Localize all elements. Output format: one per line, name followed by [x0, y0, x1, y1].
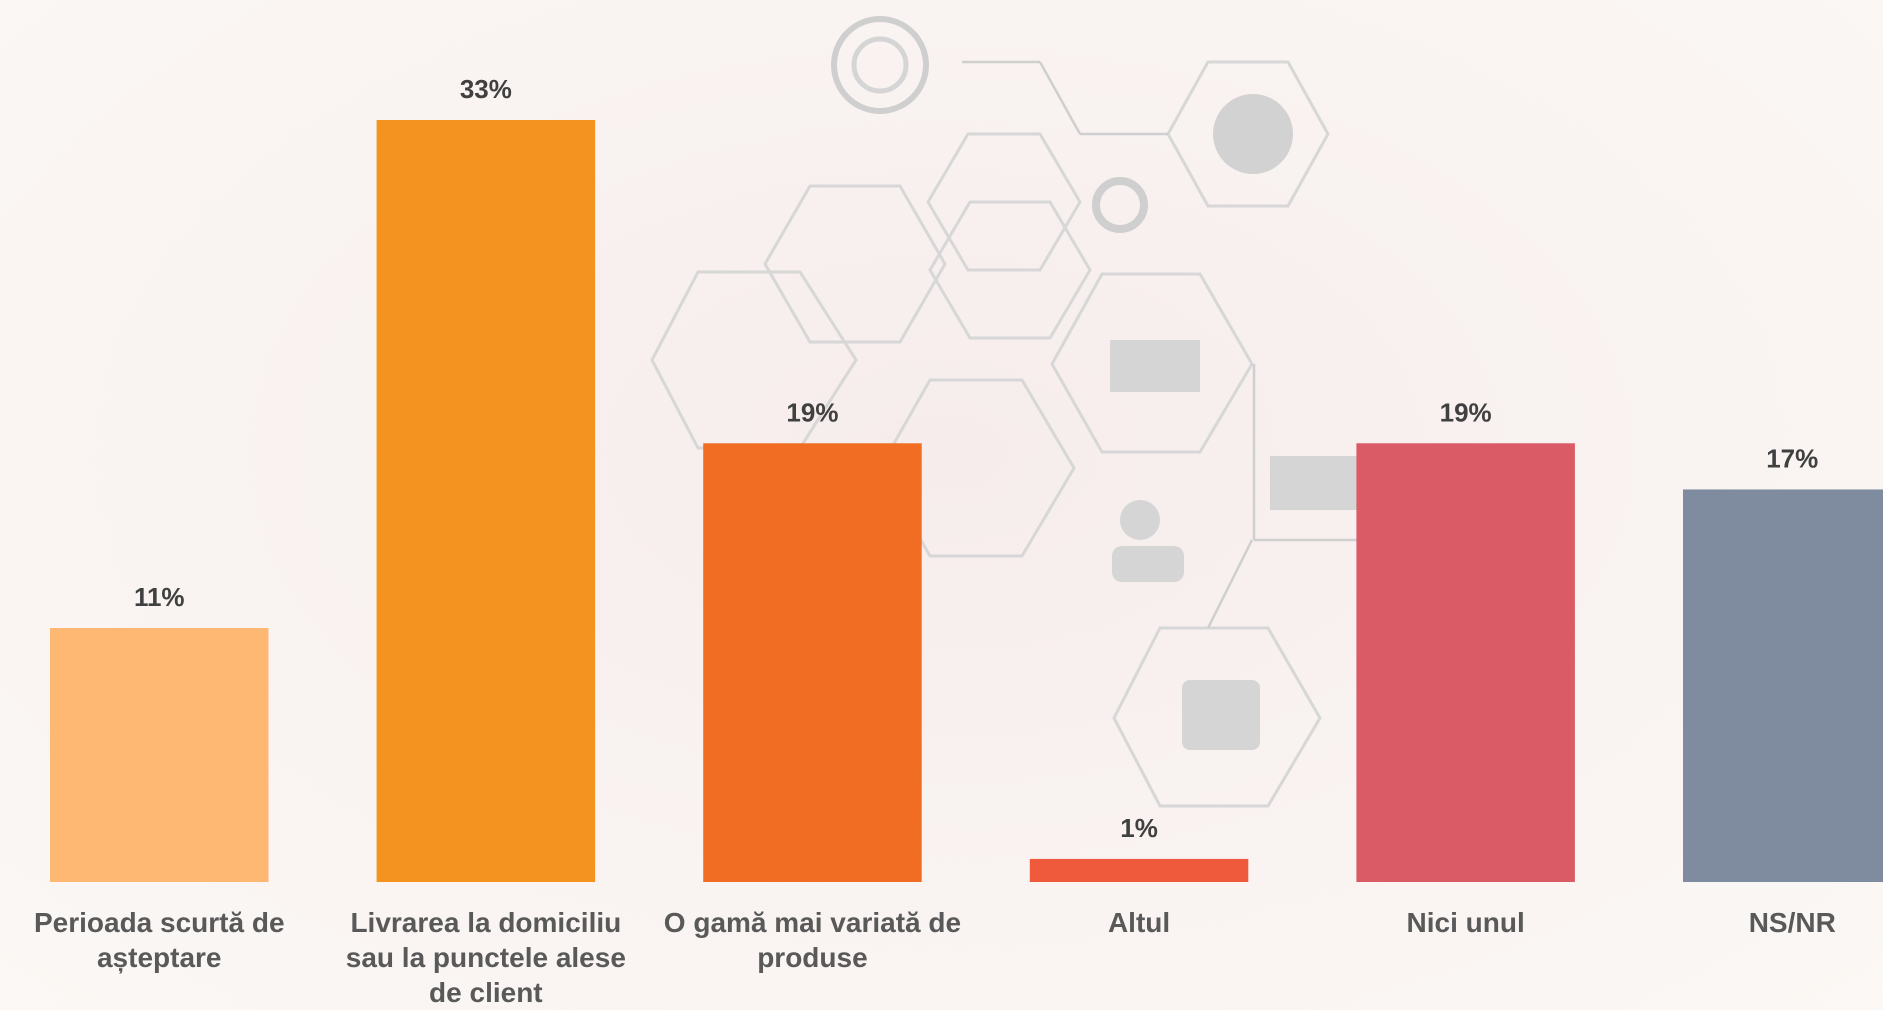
value-label: 19%: [786, 397, 838, 427]
value-label: 11%: [134, 582, 185, 612]
category-label: Nici unul: [1316, 905, 1616, 940]
bar: [377, 120, 595, 882]
category-label: NS/NR: [1642, 905, 1883, 940]
category-label: O gamă mai variată de produse: [662, 905, 962, 975]
bar: [1030, 859, 1249, 882]
value-label: 1%: [1120, 813, 1158, 843]
category-label: Livrarea la domiciliu sau la punctele al…: [336, 905, 636, 1010]
bar: [50, 628, 269, 882]
value-label: 17%: [1766, 443, 1818, 473]
value-label: 33%: [460, 74, 512, 104]
page: 11%33%19%1%19%17% (() => { const data = …: [0, 0, 1883, 1006]
bar: [703, 443, 922, 882]
bar: [1356, 443, 1575, 882]
bar: [1683, 489, 1883, 882]
value-label: 19%: [1440, 397, 1492, 427]
category-label: Altul: [989, 905, 1289, 940]
chart: 11% 33% 19% 1% 19% 17%: [0, 0, 1883, 1006]
category-label: Perioada scurtă de așteptare: [9, 905, 309, 975]
